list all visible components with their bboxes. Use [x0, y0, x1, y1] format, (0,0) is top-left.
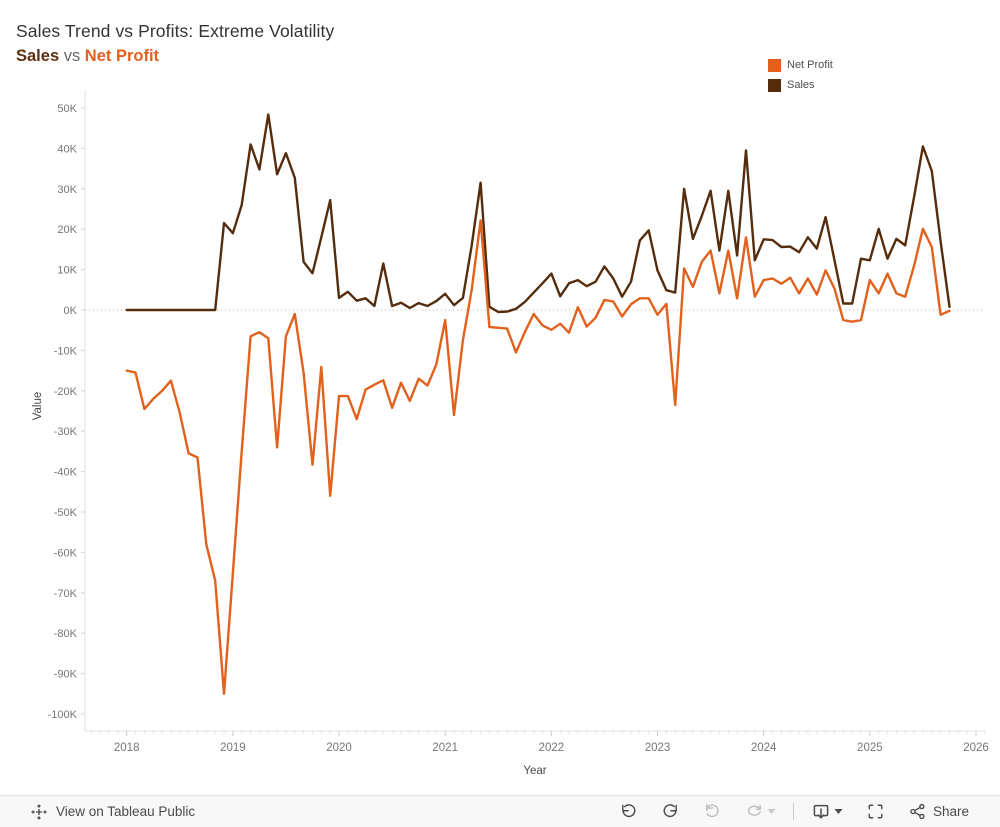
tableau-logo-icon [31, 803, 47, 820]
view-on-tableau-public-link[interactable]: View on Tableau Public [30, 803, 195, 821]
subtitle-vs-word: vs [59, 47, 85, 65]
y-tick-label: -80K [54, 628, 78, 640]
download-dropdown-caret-icon[interactable] [834, 808, 843, 815]
share-button[interactable]: Share [905, 800, 972, 823]
refresh-dropdown-caret-icon[interactable] [767, 808, 776, 815]
x-tick-label: 2019 [220, 742, 246, 754]
chart-area[interactable]: 50K 40K 30K 20K 10K 0K -10K -20K -30K -40K -50K -60… [0, 0, 1000, 795]
share-label: Share [932, 804, 969, 819]
page-title: Sales Trend vs Profits: Extreme Volatili… [16, 21, 335, 41]
x-tick-label: 2020 [326, 742, 352, 754]
x-tick-label: 2024 [751, 742, 777, 754]
undo-icon [622, 804, 636, 818]
legend-item-net-profit[interactable]: Net Profit [768, 55, 833, 75]
share-icon [910, 803, 925, 820]
legend-label: Net Profit [787, 59, 833, 71]
sales-swatch-icon [768, 78, 781, 92]
y-tick-label: 10K [57, 265, 77, 277]
subtitle-net-profit-word: Net Profit [84, 47, 160, 65]
legend-label: Sales [787, 79, 815, 91]
redo-icon [663, 804, 677, 818]
refresh-icon [747, 804, 761, 816]
net-profit-line[interactable] [125, 219, 951, 695]
legend: Net Profit Sales [768, 55, 833, 95]
x-tick-label: 2023 [645, 742, 671, 754]
y-tick-label: -20K [54, 386, 78, 398]
toolbar-buttons: Share [616, 800, 972, 824]
download-button[interactable] [808, 800, 846, 824]
refresh-button[interactable] [742, 800, 779, 823]
reset-button[interactable] [700, 800, 725, 823]
sales-line[interactable] [125, 113, 951, 314]
x-tick-label: 2022 [539, 742, 565, 754]
subtitle-sales-word: Sales [16, 47, 60, 65]
y-axis-title: Value [32, 391, 44, 421]
x-tick-label: 2021 [432, 742, 458, 754]
y-tick-label: -70K [54, 588, 78, 600]
y-tick-label: -50K [54, 507, 78, 519]
view-on-tableau-public-label: View on Tableau Public [56, 804, 196, 819]
fullscreen-icon [868, 804, 883, 819]
legend-item-sales[interactable]: Sales [768, 75, 833, 95]
y-tick-label: -30K [54, 426, 78, 438]
redo-button[interactable] [658, 800, 683, 823]
x-tick-label: 2025 [857, 742, 883, 754]
fullscreen-button[interactable] [863, 800, 888, 823]
tableau-footer-toolbar: View on Tableau Public [0, 795, 1000, 827]
y-tick-label: -40K [54, 467, 78, 479]
y-tick-label: -100K [48, 709, 78, 721]
x-axis-title: Year [523, 765, 547, 777]
y-tick-label: 50K [57, 103, 77, 115]
toolbar-divider [792, 803, 794, 820]
x-tick-label: 2018 [114, 742, 140, 754]
y-tick-label: -10K [54, 345, 78, 357]
x-tick-label: 2026 [963, 742, 989, 754]
chart-subtitle: Sales vs Net Profit [16, 47, 159, 66]
revert-icon [705, 803, 719, 818]
y-tick-label: -90K [54, 669, 78, 681]
y-tick-label: -60K [54, 547, 78, 559]
undo-button[interactable] [616, 800, 641, 823]
y-tick-label: 0K [64, 305, 78, 317]
y-tick-label: 30K [57, 184, 77, 196]
line-chart[interactable]: 50K 40K 30K 20K 10K 0K -10K -20K -30K -40K -50K -60… [0, 0, 1000, 795]
download-icon [813, 804, 829, 819]
y-tick-label: 20K [57, 224, 77, 236]
y-tick-label: 40K [57, 143, 77, 155]
net-profit-swatch-icon [768, 58, 781, 72]
